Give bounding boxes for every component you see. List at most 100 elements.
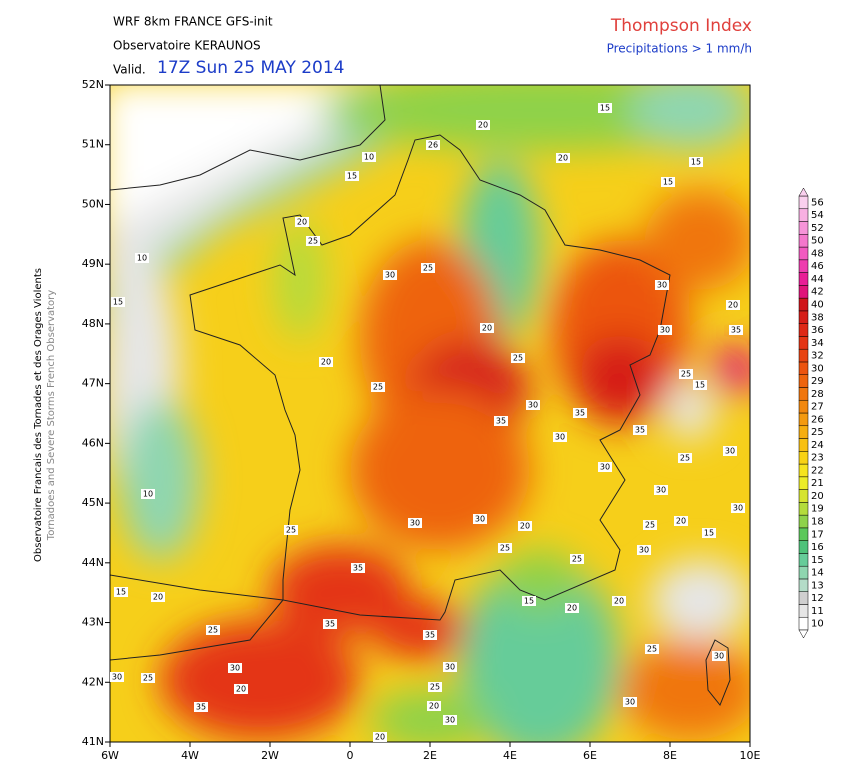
colorbar-cap — [798, 629, 809, 639]
contour-label-box — [655, 280, 669, 290]
contour-label-box — [427, 701, 441, 711]
contour-label-box — [408, 518, 422, 528]
colorbar-label: 12 — [811, 593, 824, 604]
contour-label-box — [598, 103, 612, 113]
contour-label-box — [726, 300, 740, 310]
x-tick-label: 6W — [101, 749, 119, 762]
contour-label: 20 — [297, 218, 307, 227]
field — [110, 85, 750, 742]
contour-label-box — [643, 520, 657, 530]
x-tick-label: 2E — [423, 749, 437, 762]
contour-label: 15 — [704, 529, 714, 538]
x-tick-label: 4E — [503, 749, 517, 762]
contour-label: 30 — [733, 504, 743, 513]
contour-label: 20 — [558, 154, 568, 163]
contour-label-box — [654, 485, 668, 495]
colorbar-label: 34 — [811, 338, 824, 349]
colorbar-label: 21 — [811, 478, 824, 489]
contour-label-box — [373, 732, 387, 742]
contour-label: 30 — [657, 281, 667, 290]
contour-label: 25 — [513, 354, 523, 363]
contour-label-box — [693, 380, 707, 390]
colorbar-swatch — [798, 438, 809, 452]
colorbar-label: 11 — [811, 606, 824, 617]
contour-label-box — [110, 672, 124, 682]
contour-label: 30 — [445, 716, 455, 725]
contour-label: 30 — [660, 326, 670, 335]
colorbar-swatch — [798, 540, 809, 554]
contour-label: 20 — [375, 733, 385, 742]
colorbar-label: 46 — [811, 261, 824, 272]
contour-label-box — [383, 270, 397, 280]
colorbar-swatch — [798, 221, 809, 235]
contour-label-box — [141, 673, 155, 683]
colorbar-swatch — [798, 208, 809, 222]
contour-label: 35 — [496, 417, 506, 426]
colorbar-label: 50 — [811, 236, 824, 247]
contour-label-box — [633, 425, 647, 435]
contour-label: 20 — [567, 604, 577, 613]
valid-prefix: Valid. — [113, 63, 146, 77]
contour-label: 20 — [236, 685, 246, 694]
contour-label-box — [306, 236, 320, 246]
y-tick-label: 51N — [82, 138, 104, 151]
contour-label: 30 — [639, 546, 649, 555]
colorbar-swatch — [798, 297, 809, 312]
x-tick-label: 2W — [261, 749, 279, 762]
contour-label-box — [421, 263, 435, 273]
contour-label-box — [351, 563, 365, 573]
contour-label-box — [443, 662, 457, 672]
contour-label-box — [570, 554, 584, 564]
contour-label-box — [623, 697, 637, 707]
contour-label: 25 — [423, 264, 433, 273]
contour-label-box — [645, 644, 659, 654]
contour-label-box — [426, 140, 440, 150]
colorbar-swatch — [798, 565, 809, 580]
contour-label-box — [689, 157, 703, 167]
x-tick-label: 10E — [740, 749, 761, 762]
side-text-en: Tornadoes and Severe Storms French Obser… — [46, 290, 57, 541]
colorbar-label: 24 — [811, 440, 824, 451]
contour-label: 35 — [731, 326, 741, 335]
y-tick-label: 45N — [82, 496, 104, 509]
colorbar-swatch — [798, 604, 809, 618]
y-tick-label: 50N — [82, 197, 104, 210]
contour-label-box — [323, 619, 337, 629]
contour-label: 20 — [429, 702, 439, 711]
colorbar-label: 44 — [811, 274, 824, 285]
contour-label: 30 — [555, 433, 565, 442]
contour-label: 35 — [353, 564, 363, 573]
contour-label: 35 — [575, 409, 585, 418]
contour-label: 25 — [208, 626, 218, 635]
map-subtitle: Precipitations > 1 mm/h — [607, 42, 752, 56]
contour-label: 25 — [308, 237, 318, 246]
contour-label-box — [498, 543, 512, 553]
contour-label-box — [234, 684, 248, 694]
colorbar-label: 26 — [811, 414, 824, 425]
model-label: WRF 8km FRANCE GFS-init — [113, 15, 273, 29]
contour-label: 35 — [635, 426, 645, 435]
contour-label: 25 — [430, 683, 440, 692]
colorbar-swatch — [798, 336, 809, 350]
colorbar-swatch — [798, 425, 809, 439]
contour-label: 15 — [524, 597, 534, 606]
colorbar-swatch — [798, 272, 809, 286]
contour-label-box — [678, 453, 692, 463]
colorbar-label: 52 — [811, 223, 824, 234]
contour-label: 30 — [656, 486, 666, 495]
x-tick-label: 8E — [663, 749, 677, 762]
england-coast — [110, 85, 386, 191]
contour-label: 30 — [725, 447, 735, 456]
valid-time: 17Z Sun 25 MAY 2014 — [157, 58, 345, 78]
contour-label-box — [674, 516, 688, 526]
contour-label-box — [679, 369, 693, 379]
contour-label-box — [151, 592, 165, 602]
contour-label-box — [362, 152, 376, 162]
colorbar-label: 18 — [811, 517, 824, 528]
colorbar-label: 54 — [811, 210, 824, 221]
contour-label: 20 — [520, 522, 530, 531]
colorbar-swatch — [798, 285, 809, 299]
contour-label-box — [423, 630, 437, 640]
colorbar-swatch — [798, 412, 809, 427]
